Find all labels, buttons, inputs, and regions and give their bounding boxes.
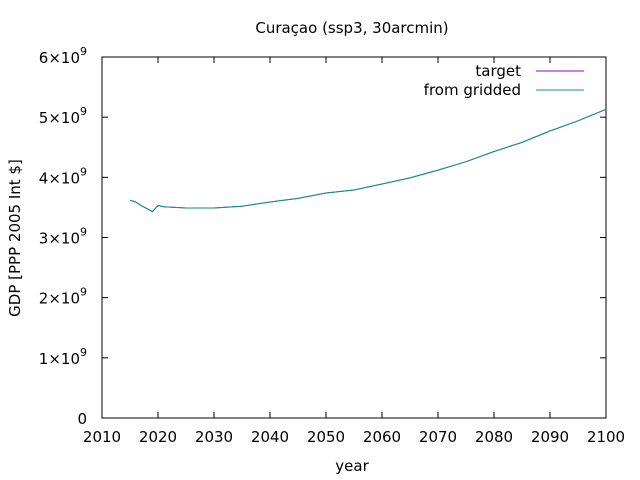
y-tick-mantissa: 6×10	[39, 49, 80, 67]
legend: target from gridded	[424, 62, 584, 99]
x-tick-label: 2040	[251, 428, 289, 446]
y-tick-label: 0	[77, 410, 87, 428]
y-tick-mantissa: 0	[77, 410, 87, 428]
y-tick-exponent: 9	[80, 346, 87, 359]
legend-label-target: target	[475, 62, 521, 80]
x-tick-label: 2090	[531, 428, 569, 446]
x-tick-label: 2020	[139, 428, 177, 446]
y-tick-mantissa: 5×10	[39, 109, 80, 127]
series-line-from-gridded	[129, 108, 607, 213]
y-axis-label: GDP [PPP 2005 Int $]	[6, 159, 24, 317]
y-tick-label: 6×109	[39, 45, 87, 67]
x-tick-label: 2070	[419, 428, 457, 446]
y-tick-label: 2×109	[39, 286, 87, 308]
y-tick-exponent: 9	[80, 45, 87, 58]
y-tick-label: 1×109	[39, 346, 87, 368]
x-tick-label: 2010	[83, 428, 121, 446]
x-tick-label: 2060	[363, 428, 401, 446]
chart-title: Curaçao (ssp3, 30arcmin)	[255, 19, 448, 37]
x-tick-label: 2030	[195, 428, 233, 446]
x-tick-label: 2050	[307, 428, 345, 446]
y-tick-mantissa: 3×10	[39, 230, 80, 248]
y-tick-exponent: 9	[80, 105, 87, 118]
y-tick-mantissa: 4×10	[39, 169, 80, 187]
y-tick-label: 5×109	[39, 105, 87, 127]
x-tick-label: 2100	[587, 428, 625, 446]
y-tick-mantissa: 2×10	[39, 290, 80, 308]
y-tick-label: 3×109	[39, 226, 87, 248]
series-line-target	[129, 108, 607, 213]
y-tick-exponent: 9	[80, 286, 87, 299]
series-lines	[129, 108, 607, 213]
legend-label-from-gridded: from gridded	[424, 81, 521, 99]
y-tick-mantissa: 1×10	[39, 350, 80, 368]
x-tick-label: 2080	[475, 428, 513, 446]
y-tick-label: 4×109	[39, 165, 87, 187]
x-axis-label: year	[335, 457, 369, 475]
y-tick-exponent: 9	[80, 165, 87, 178]
y-tick-exponent: 9	[80, 226, 87, 239]
x-axis: 2010 2020 2030 2040 2050 2060 2070 2080 2090 2100	[83, 57, 625, 446]
plot-frame	[101, 56, 607, 419]
